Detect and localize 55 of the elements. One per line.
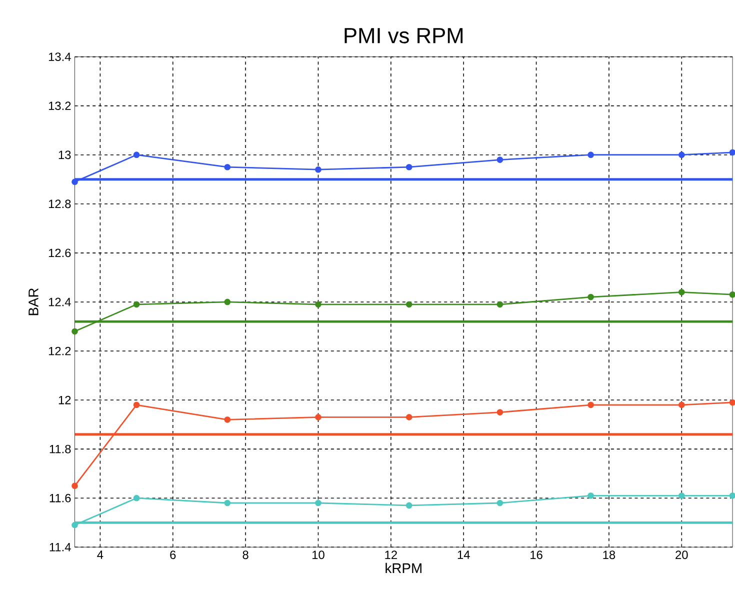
y-tick-label: 12.2 [48,346,71,356]
point [496,301,504,308]
point [496,500,504,506]
point [315,414,322,420]
point [224,164,231,170]
point [406,414,412,420]
y-tick-label: 13.4 [48,52,71,61]
x-tick-label: 4 [97,550,104,559]
point [133,301,140,308]
point [224,298,231,306]
y-tick-label: 11.8 [50,444,71,454]
point [72,522,78,528]
point [315,500,322,506]
point [588,492,594,499]
x-tick-label: 14 [458,550,470,559]
point [678,152,685,158]
chart-title: PMI vs RPM [344,28,463,44]
point [406,301,412,308]
y-tick-label: 12.4 [48,298,71,306]
point [406,164,412,170]
y-axis-title: BAR [28,288,38,316]
point [588,294,594,300]
y-tick-label: 11.4 [50,543,71,552]
y-tick-label: 12.8 [48,200,71,208]
point [72,328,78,335]
point [678,288,685,296]
point [133,402,140,408]
x-tick-label: 16 [530,550,542,560]
x-tick-label: 20 [676,550,688,560]
y-tick-label: 13 [58,150,71,160]
x-axis-title: kRPM [386,562,422,573]
point [496,409,504,416]
y-tick-label: 12 [58,396,71,404]
point [315,166,322,173]
point [224,500,231,506]
point [133,152,140,158]
x-tick-label: 10 [312,550,324,560]
point [72,482,78,490]
point [588,152,594,158]
x-tick-label: 18 [603,550,616,560]
x-tick-label: 6 [170,550,176,560]
point [588,402,594,408]
y-tick-label: 11.6 [50,494,71,502]
point [496,156,504,163]
point [72,178,78,186]
point [133,494,140,502]
y-tick-label: 13.2 [48,102,71,110]
x-tick-label: 8 [242,550,248,560]
y-tick-label: 12.6 [48,248,71,258]
point [224,416,231,423]
point [406,502,412,509]
point [678,492,685,499]
x-tick-label: 12 [385,550,397,559]
point [678,402,685,408]
point [315,301,322,308]
